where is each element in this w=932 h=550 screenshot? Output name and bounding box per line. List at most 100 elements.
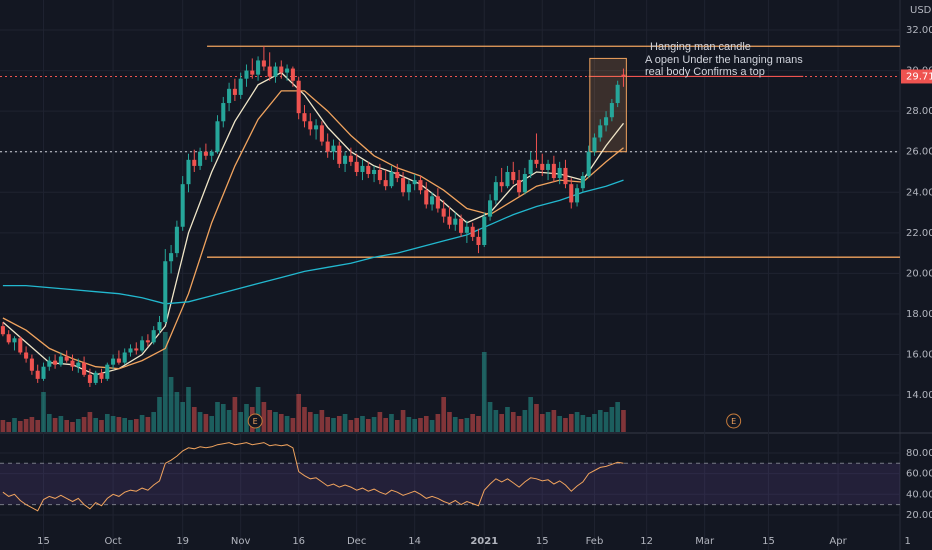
volume-bar bbox=[389, 414, 394, 432]
candle-body bbox=[430, 196, 435, 205]
volume-bar bbox=[516, 416, 522, 432]
candle-body bbox=[302, 113, 307, 122]
candle-body bbox=[134, 348, 139, 351]
candle-body bbox=[116, 358, 121, 363]
last-price-tag bbox=[901, 69, 932, 84]
volume-bar bbox=[452, 417, 458, 432]
candle-body bbox=[76, 362, 81, 367]
volume-bar bbox=[122, 418, 128, 432]
earnings-marker bbox=[247, 413, 263, 429]
candle-body bbox=[290, 68, 295, 81]
volume-bar bbox=[580, 415, 586, 432]
highlight-box bbox=[589, 57, 627, 153]
candle-body bbox=[163, 261, 168, 323]
volume-bar bbox=[145, 417, 151, 432]
volume-bar bbox=[75, 419, 81, 432]
volume-bar bbox=[354, 418, 359, 432]
candle-body bbox=[267, 66, 272, 77]
candle-body bbox=[563, 167, 568, 185]
x-tick-label: 15 bbox=[762, 536, 775, 547]
y-tick-label: 22.00 bbox=[906, 228, 932, 239]
volume-bar bbox=[104, 414, 110, 432]
volume-bar bbox=[191, 407, 197, 432]
volume-bar bbox=[87, 412, 93, 432]
y-tick-label: 80.00 bbox=[906, 448, 932, 459]
candle-body bbox=[47, 360, 52, 367]
volume-bar bbox=[168, 377, 174, 432]
volume-bar bbox=[360, 416, 365, 432]
annotation-line: A open Under the hanging mans bbox=[645, 54, 803, 66]
candle-body bbox=[493, 182, 498, 201]
volume-bar bbox=[447, 412, 452, 432]
volume-bar bbox=[313, 414, 319, 432]
volume-bar bbox=[510, 412, 516, 432]
candle-body bbox=[470, 226, 475, 237]
candle-body bbox=[227, 88, 232, 104]
candle-body bbox=[192, 159, 197, 166]
volume-bar bbox=[232, 397, 238, 432]
candle-body bbox=[279, 66, 284, 73]
candle-body bbox=[540, 163, 545, 170]
volume-bar bbox=[365, 419, 371, 432]
candle-body bbox=[53, 360, 58, 365]
volume-bar bbox=[110, 416, 116, 432]
volume-bar bbox=[592, 414, 597, 432]
volume-bar bbox=[621, 410, 626, 432]
volume-bar bbox=[464, 418, 470, 432]
candle-body bbox=[128, 348, 133, 353]
candle-body bbox=[215, 121, 220, 152]
candle-body bbox=[209, 151, 214, 156]
candle-body bbox=[232, 88, 237, 95]
earnings-marker bbox=[726, 413, 742, 429]
candle-body bbox=[598, 125, 603, 138]
volume-bar bbox=[545, 412, 551, 432]
volume-bar bbox=[441, 397, 446, 432]
rsi-band bbox=[0, 463, 900, 505]
marks bbox=[0, 45, 900, 512]
candle-body bbox=[18, 338, 23, 353]
candle-body bbox=[198, 151, 203, 166]
volume-bar bbox=[99, 420, 104, 432]
earnings-label: E bbox=[731, 417, 736, 426]
volume-bar bbox=[81, 417, 87, 432]
candle-body bbox=[105, 364, 110, 379]
volume-bar bbox=[52, 418, 58, 432]
volume-bar bbox=[209, 416, 215, 432]
candle-body bbox=[389, 171, 394, 187]
volume-bar bbox=[157, 397, 162, 432]
x-tick-label: 2021 bbox=[470, 536, 498, 547]
volume-bar bbox=[220, 404, 226, 432]
candle-body bbox=[325, 141, 330, 152]
candle-body bbox=[87, 374, 92, 383]
y-tick-label: 26.00 bbox=[906, 147, 932, 158]
volume-bar bbox=[528, 397, 533, 432]
volume-bar bbox=[383, 418, 388, 432]
volume-bar bbox=[348, 420, 354, 432]
volume-bar bbox=[534, 404, 539, 432]
volume-bar bbox=[539, 414, 545, 432]
volume-bar bbox=[64, 420, 70, 432]
candle-body bbox=[569, 184, 574, 203]
candle-body bbox=[111, 358, 116, 365]
volume-bar bbox=[0, 420, 6, 432]
candle-body bbox=[169, 253, 174, 262]
candle-body bbox=[459, 218, 464, 233]
volume-bar bbox=[470, 414, 475, 432]
candle-body bbox=[476, 236, 481, 246]
volume-bar bbox=[586, 417, 591, 432]
candle-body bbox=[180, 184, 185, 227]
candle-body bbox=[575, 188, 580, 203]
candle-body bbox=[70, 360, 75, 367]
candle-body bbox=[140, 340, 145, 351]
candle-body bbox=[435, 196, 440, 209]
candle-body bbox=[186, 159, 191, 185]
volume-bar bbox=[255, 387, 261, 432]
candle-body bbox=[557, 167, 562, 179]
volume-bar bbox=[226, 410, 232, 432]
candle-body bbox=[360, 165, 365, 172]
candle-body bbox=[354, 161, 359, 172]
candle-body bbox=[604, 117, 609, 126]
volume-bar bbox=[70, 422, 75, 432]
volume-bar bbox=[394, 420, 400, 432]
